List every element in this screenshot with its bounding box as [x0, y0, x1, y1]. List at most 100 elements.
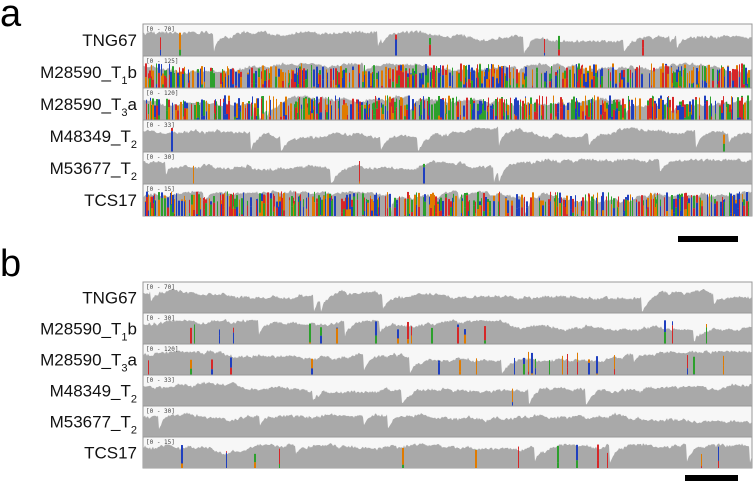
- variant-bar: [409, 68, 410, 75]
- variant-bar: [424, 201, 426, 216]
- variant-bar: [228, 100, 230, 120]
- variant-bar: [171, 128, 173, 132]
- variant-bar: [303, 98, 305, 110]
- variant-bar: [557, 73, 558, 88]
- variant-bar: [283, 210, 285, 216]
- variant-bar: [158, 115, 160, 120]
- variant-bar: [736, 65, 738, 70]
- variant-bar: [158, 63, 160, 73]
- variant-bar: [746, 192, 748, 202]
- variant-bar: [664, 104, 666, 119]
- variant-bar: [699, 65, 700, 85]
- data-range: [0 - 70]: [146, 284, 175, 291]
- variant-bar: [464, 192, 466, 208]
- variant-bar: [723, 202, 724, 216]
- variant-bar: [146, 197, 148, 216]
- variant-bar: [320, 335, 322, 344]
- variant-bar: [460, 101, 461, 115]
- track: [0 - 30]: [142, 151, 753, 185]
- variant-bar: [212, 68, 213, 79]
- variant-bar: [592, 104, 593, 120]
- variant-bar: [442, 214, 444, 216]
- variant-bar: [421, 114, 422, 120]
- variant-bar: [336, 327, 338, 329]
- variant-bar: [706, 100, 708, 120]
- variant-bar: [226, 451, 227, 453]
- variant-bar: [597, 97, 599, 120]
- variant-bar: [633, 118, 634, 120]
- variant-bar: [255, 83, 257, 88]
- variant-bar: [493, 201, 495, 216]
- variant-bar: [424, 194, 426, 202]
- variant-bar: [449, 86, 451, 88]
- variant-bar: [668, 97, 669, 120]
- variant-bar: [518, 72, 520, 87]
- variant-bar: [457, 101, 459, 118]
- variant-bar: [610, 81, 611, 88]
- variant-bar: [704, 95, 706, 104]
- variant-bar: [621, 79, 623, 88]
- variant-bar: [372, 72, 373, 74]
- variant-bar: [236, 195, 238, 208]
- variant-bar: [301, 108, 302, 120]
- variant-bar: [316, 198, 318, 203]
- variant-bar: [392, 81, 394, 88]
- variant-bar: [564, 78, 566, 88]
- variant-bar: [198, 215, 200, 216]
- variant-bar: [611, 196, 612, 205]
- variant-bar: [146, 191, 148, 198]
- variant-bar: [652, 106, 653, 120]
- variant-bar: [469, 211, 470, 216]
- variant-bar: [582, 111, 584, 120]
- variant-bar: [465, 77, 466, 88]
- variant-bar: [711, 194, 712, 203]
- variant-bar: [448, 199, 450, 216]
- variant-bar: [197, 72, 199, 88]
- name-text: M28590_T: [40, 63, 121, 82]
- variant-bar: [310, 110, 311, 120]
- variant-bar: [389, 207, 391, 216]
- variant-bar: [463, 116, 465, 120]
- variant-bar: [221, 204, 222, 216]
- variant-bar: [245, 108, 246, 120]
- variant-bar: [481, 198, 482, 206]
- variant-bar: [273, 211, 274, 216]
- variant-bar: [378, 71, 379, 87]
- name-tail: a: [128, 95, 138, 114]
- variant-bar: [708, 84, 710, 88]
- variant-bar: [470, 71, 471, 83]
- variant-bar: [660, 98, 662, 120]
- variant-bar: [549, 81, 551, 88]
- variant-bar: [433, 77, 435, 88]
- variant-bar: [544, 72, 546, 82]
- variant-bar: [208, 104, 210, 108]
- variant-bar: [698, 83, 699, 88]
- variant-bar: [251, 116, 252, 120]
- variant-bar: [280, 116, 282, 120]
- variant-bar: [680, 194, 681, 211]
- variant-bar: [395, 66, 396, 88]
- variant-bar: [316, 113, 318, 120]
- variant-bar: [679, 198, 680, 216]
- variant-bar: [679, 86, 681, 88]
- variant-bar: [468, 64, 470, 80]
- variant-bar: [213, 202, 215, 216]
- variant-bar: [562, 78, 564, 88]
- variant-bar: [460, 81, 462, 88]
- variant-bar: [616, 108, 618, 120]
- variant-bar: [553, 95, 554, 103]
- variant-bar: [651, 85, 652, 88]
- name-text: M53677_T: [50, 159, 131, 178]
- variant-bar: [424, 100, 425, 109]
- variant-bar: [490, 108, 492, 120]
- variant-bar: [335, 68, 337, 85]
- variant-bar: [305, 98, 307, 120]
- variant-bar: [721, 65, 722, 68]
- variant-bar: [526, 117, 527, 120]
- variant-bar: [600, 105, 602, 115]
- variant-bar: [719, 69, 720, 73]
- variant-bar: [548, 199, 550, 206]
- variant-bar: [233, 192, 234, 207]
- variant-bar: [440, 98, 442, 118]
- variant-bar: [512, 402, 513, 406]
